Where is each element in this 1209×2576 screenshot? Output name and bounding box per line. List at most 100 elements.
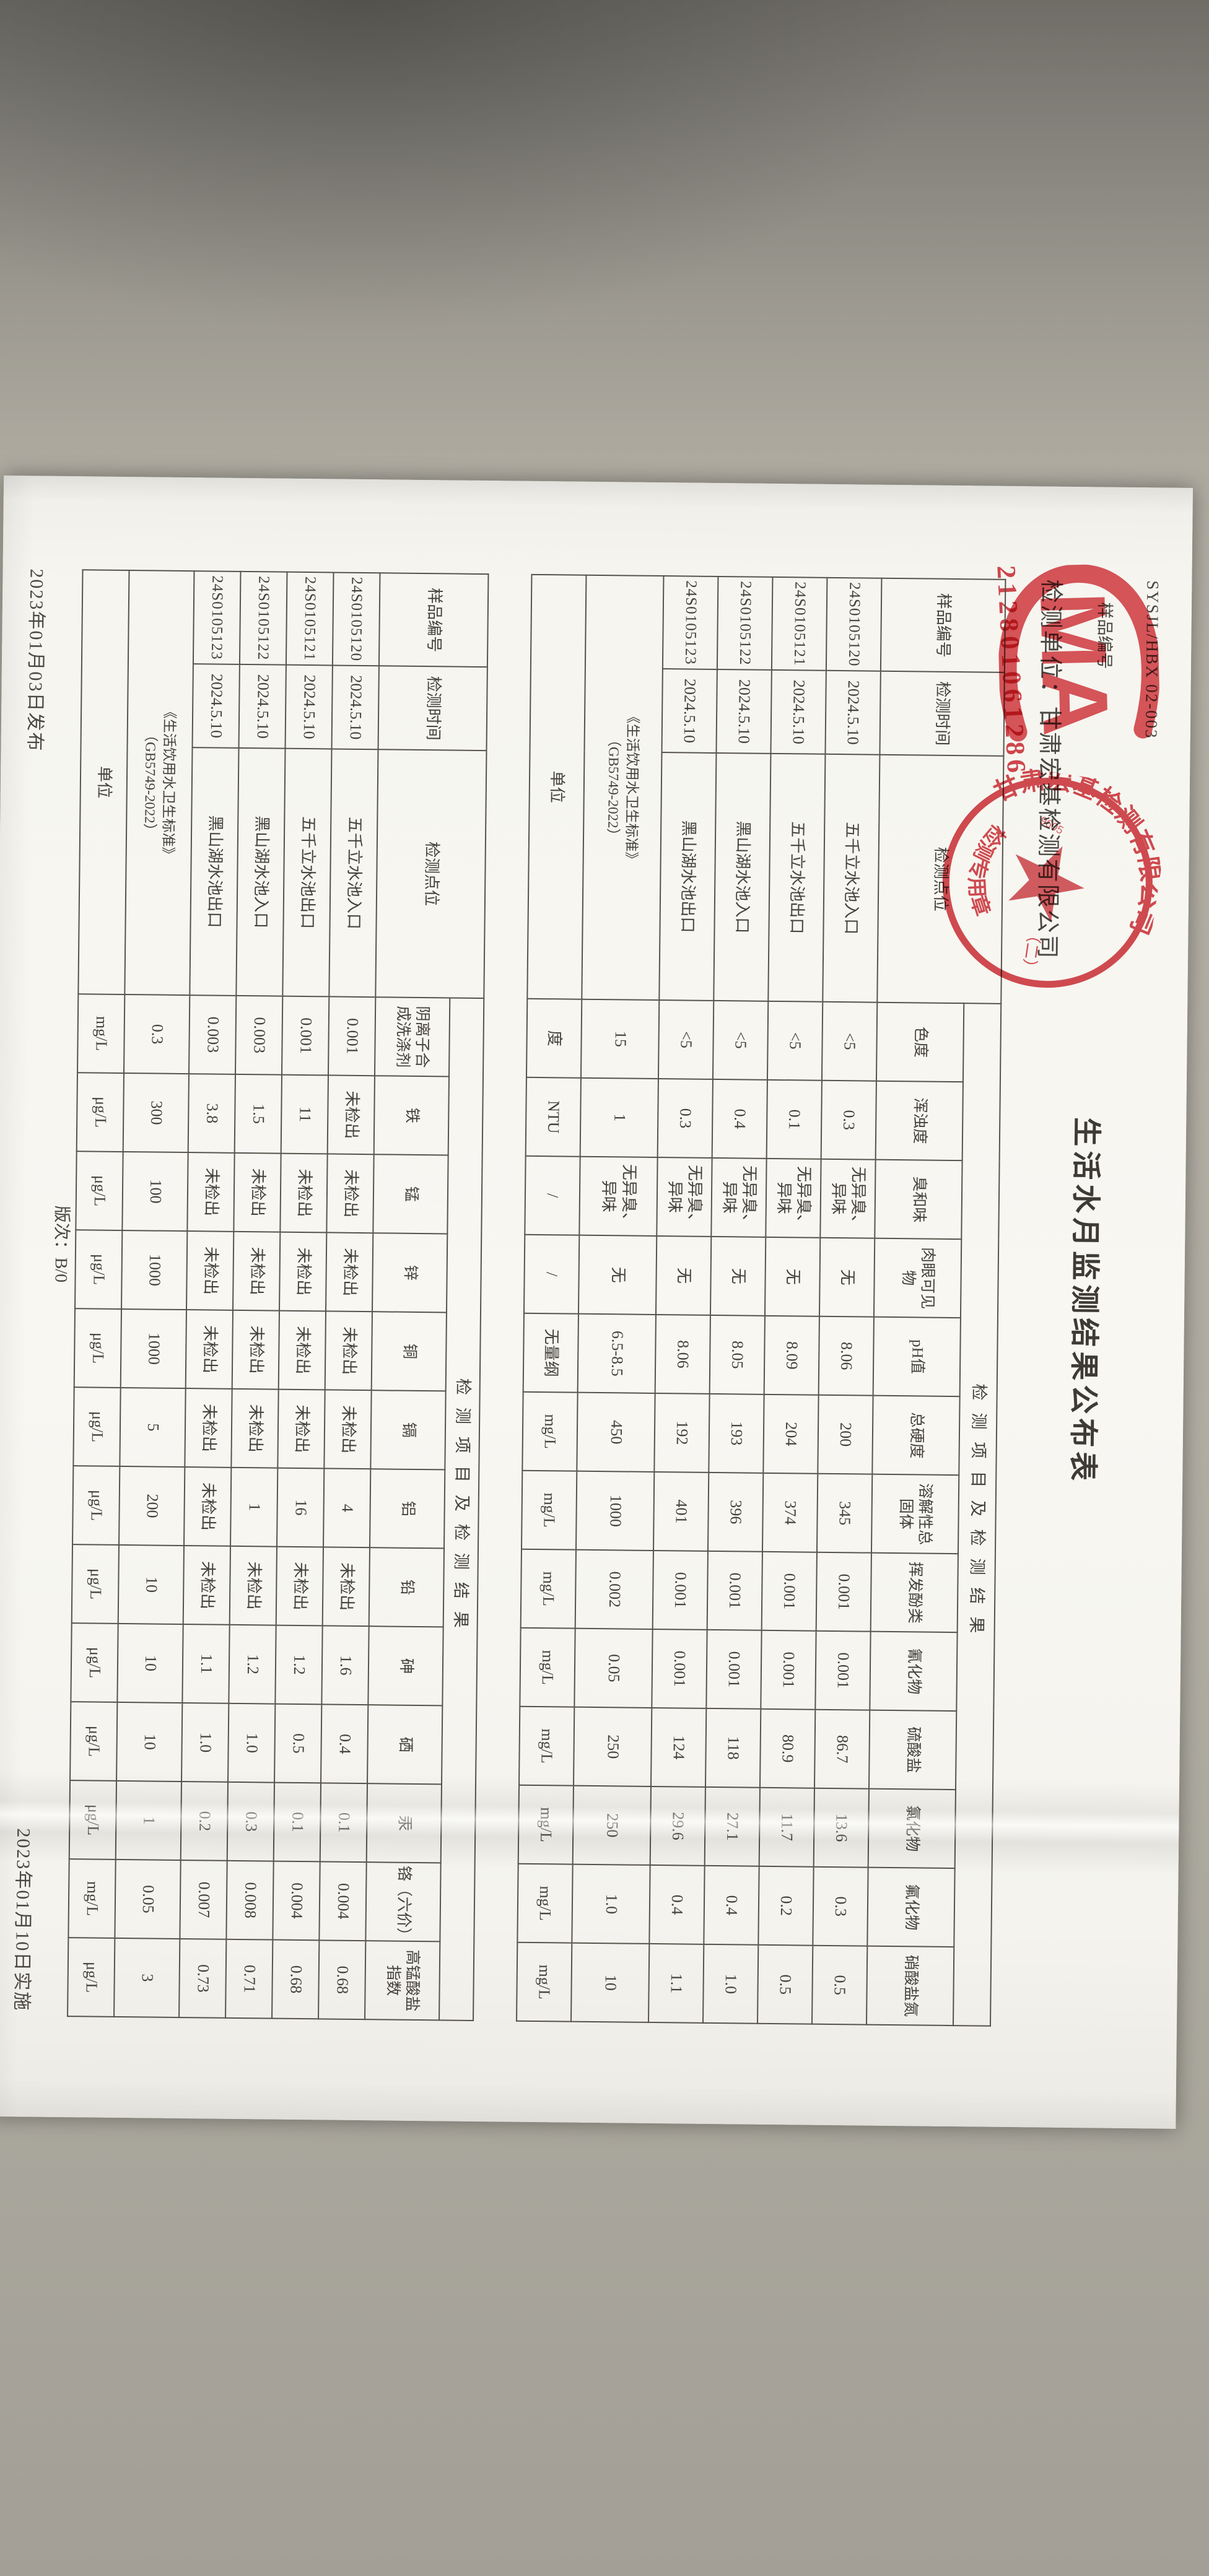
result-value: 0.007 <box>180 1860 227 1939</box>
unit-value: μg/L <box>74 1308 122 1388</box>
unit-value: mg/L <box>519 1706 575 1786</box>
limit-value: 10 <box>116 1702 183 1782</box>
standard-reference: 《生活饮用水卫生标准》 （GB5749-2022） <box>124 570 194 996</box>
unit-value: μg/L <box>70 1702 118 1781</box>
limit-value: 450 <box>577 1392 655 1472</box>
result-value: 200 <box>818 1395 873 1474</box>
result-value: 0.004 <box>319 1861 367 1941</box>
unit-value: 度 <box>526 998 582 1078</box>
unit-value: μg/L <box>75 1230 123 1309</box>
parameter-header: 锰 <box>373 1154 448 1234</box>
limit-value: 10 <box>571 1943 650 2023</box>
unit-value: μg/L <box>72 1466 120 1545</box>
result-value: 86.7 <box>814 1709 870 1789</box>
result-value: 未检出 <box>234 1152 281 1232</box>
result-value: 未检出 <box>327 1075 375 1155</box>
result-value: 无异臭、异味 <box>711 1157 767 1237</box>
parameter-header: 铝 <box>370 1469 445 1549</box>
company-round-seal: 甘肃宏基检测有限公司 检测专用章 （二） 9605 <box>942 757 1173 988</box>
result-value: 0.001 <box>816 1552 871 1632</box>
unit-value: mg/L <box>77 994 125 1073</box>
parameter-header: 铜 <box>371 1312 447 1391</box>
unit-value: μg/L <box>69 1780 117 1860</box>
result-value: 11.7 <box>759 1787 814 1867</box>
parameter-header: 臭和味 <box>875 1159 962 1240</box>
limit-value: 6.5-8.5 <box>577 1313 656 1393</box>
result-value: 无异臭、异味 <box>657 1157 712 1237</box>
result-value: 无 <box>819 1237 875 1317</box>
sample-id: 24S0105122 <box>239 571 287 665</box>
limit-value: 250 <box>574 1707 652 1786</box>
svg-text:（二）: （二） <box>1019 926 1044 976</box>
unit-value: μg/L <box>71 1544 120 1624</box>
result-value: 无 <box>764 1237 821 1316</box>
result-value: 未检出 <box>184 1467 232 1546</box>
results-table-metals: 样品编号 检测时间 检测点位 检测项目及检测结果 阴离子合成洗涤剂铁锰锌铜镉铝铅砷硒汞铬… <box>67 569 489 2021</box>
result-value: 0.73 <box>179 1939 227 2018</box>
limit-value: 1 <box>580 1077 658 1158</box>
sample-site: 五千立水池出口 <box>282 748 332 997</box>
result-value: 未检出 <box>279 1232 327 1312</box>
result-value: 0.4 <box>321 1704 369 1784</box>
sample-site: 黑山湖水池入口 <box>714 752 771 1001</box>
unit-value: / <box>523 1234 580 1314</box>
result-value: 0.71 <box>225 1939 273 2019</box>
result-value: <5 <box>712 1000 769 1080</box>
result-value: 8.06 <box>818 1316 874 1396</box>
result-value: 未检出 <box>185 1310 234 1389</box>
units-label: 单位 <box>78 570 129 994</box>
result-value: 396 <box>707 1472 764 1552</box>
result-value: 0.4 <box>712 1079 767 1159</box>
parameter-header: 铅 <box>369 1547 445 1627</box>
parameter-header: 氟化物 <box>867 1867 955 1947</box>
result-value: 未检出 <box>277 1389 325 1469</box>
results-table-physical-chemical: 样品编号 检测时间 检测点位 检测项目及检测结果 色度 浑浊度 臭和味 肉眼可见物 pH值 总硬度… <box>516 574 1006 2027</box>
result-value: 80.9 <box>759 1708 816 1788</box>
effective-date: 2023年01月10日实施 <box>11 1828 34 2012</box>
result-value: 0.68 <box>272 1939 320 2019</box>
sample-site: 五千立水池入口 <box>823 754 880 1003</box>
parameter-header: 镉 <box>370 1390 446 1470</box>
limit-value: 3 <box>114 1938 180 2018</box>
limit-value: 200 <box>119 1466 185 1546</box>
sample-id: 24S0105121 <box>771 577 827 671</box>
result-value: 0.004 <box>273 1861 320 1941</box>
result-value: 1.1 <box>182 1624 230 1704</box>
result-value: 0.003 <box>189 995 237 1074</box>
result-value: 0.4 <box>649 1865 705 1944</box>
result-value: 0.2 <box>758 1866 814 1946</box>
paper-sheet: SYSJL/HBX 02-003 样品编号 生活水月监测结果公布表 检测单位：甘… <box>0 475 1193 2129</box>
unit-value: mg/L <box>520 1549 576 1629</box>
unit-value: 无量纲 <box>523 1313 578 1393</box>
sample-date: 2024.5.10 <box>192 664 240 748</box>
parameter-header: 阴离子合成洗涤剂 <box>374 997 450 1077</box>
sample-date: 2024.5.10 <box>770 669 826 754</box>
limit-value: 0.05 <box>574 1628 653 1708</box>
result-value: 未检出 <box>232 1310 280 1390</box>
parameter-header: 汞 <box>366 1783 442 1863</box>
result-value: 27.1 <box>704 1786 760 1866</box>
result-value: 16 <box>277 1468 325 1547</box>
sample-id: 24S0105120 <box>826 577 882 671</box>
sample-site: 黑山湖水池出口 <box>659 752 717 1001</box>
result-value: 8.05 <box>709 1315 765 1395</box>
sample-date: 2024.5.10 <box>331 665 379 750</box>
svg-text:甘肃宏基检测有限公司: 甘肃宏基检测有限公司 <box>970 757 1173 939</box>
result-value: 未检出 <box>185 1388 232 1468</box>
parameter-header: 锌 <box>372 1233 448 1313</box>
parameter-header: 铁 <box>373 1076 449 1155</box>
parameter-header: 铬（六价） <box>365 1862 441 1942</box>
sample-id: 24S0105123 <box>662 576 718 669</box>
limit-value: 0.002 <box>575 1549 653 1629</box>
result-value: 1.0 <box>702 1944 759 2024</box>
unit-value: μg/L <box>71 1623 118 1702</box>
result-value: 0.2 <box>180 1782 229 1861</box>
unit-value: mg/L <box>521 1470 577 1550</box>
limit-value: 5 <box>120 1387 186 1468</box>
result-value: 118 <box>705 1708 761 1788</box>
svg-text:9605: 9605 <box>1038 814 1066 837</box>
parameter-header: pH值 <box>873 1316 961 1397</box>
parameter-header: 硒 <box>367 1705 443 1785</box>
sample-date: 2024.5.10 <box>661 669 717 753</box>
